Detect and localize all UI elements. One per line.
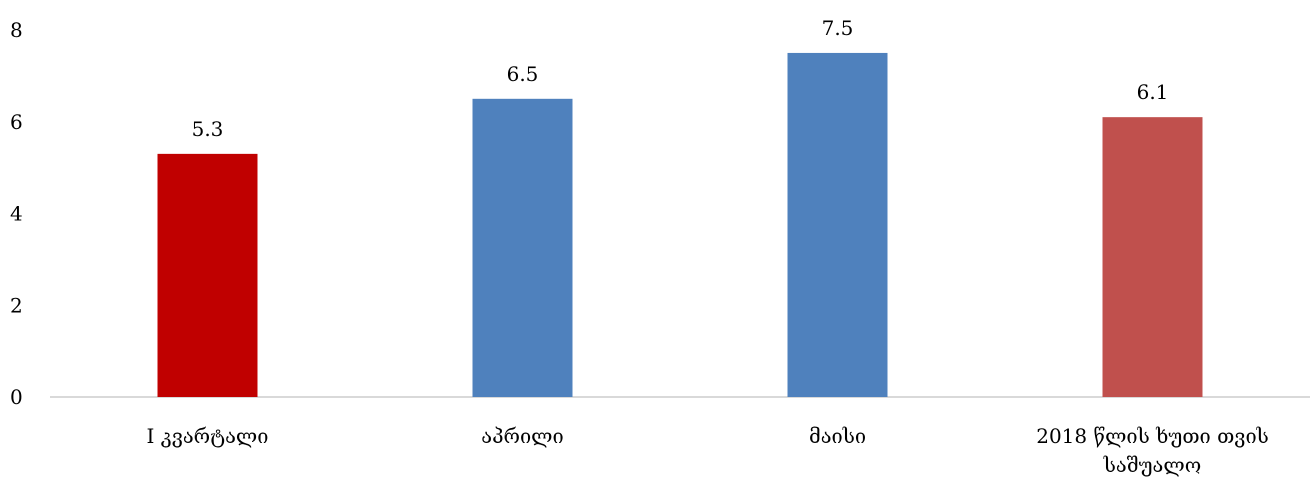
data-label: 7.5 [822, 16, 854, 40]
data-label: 6.1 [1137, 80, 1169, 104]
bar [1102, 117, 1203, 397]
y-tick-label: 6 [10, 110, 23, 134]
bar [472, 98, 573, 397]
data-labels: 5.3 6.5 7.5 6.1 [192, 16, 1169, 141]
category-label: მაისი [809, 424, 866, 448]
data-label: 6.5 [507, 62, 539, 86]
y-axis-ticks: 0 2 4 6 8 [10, 18, 23, 409]
data-label: 5.3 [192, 117, 224, 141]
category-label: 2018 წლის ხუთი თვის [1036, 424, 1269, 448]
y-tick-label: 8 [10, 18, 23, 42]
category-label: I კვარტალი [147, 424, 269, 448]
y-tick-label: 4 [10, 202, 23, 226]
category-label: საშუალო [1103, 453, 1201, 477]
y-tick-label: 2 [10, 293, 23, 317]
category-label: აპრილი [481, 424, 563, 448]
bars [157, 52, 1203, 397]
bar [787, 52, 888, 397]
bar [157, 153, 258, 397]
y-tick-label: 0 [10, 385, 23, 409]
category-labels: I კვარტალი აპრილი მაისი 2018 წლის ხუთი თვის… [147, 424, 1269, 477]
